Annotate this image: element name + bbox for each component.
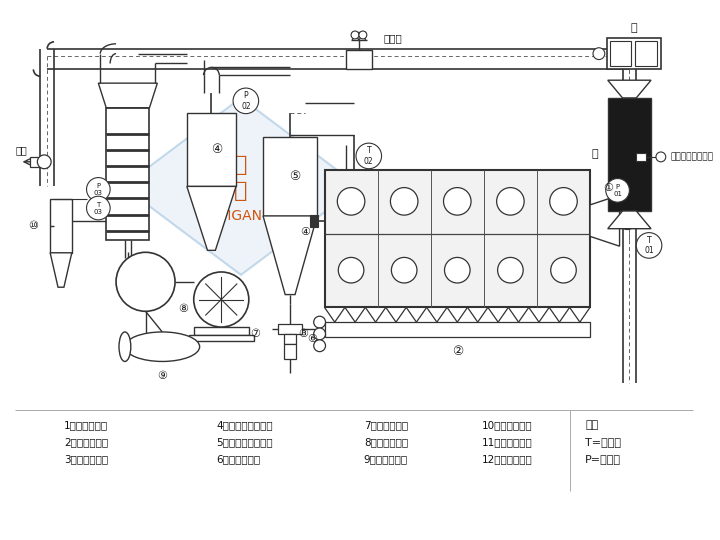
Circle shape xyxy=(314,340,325,352)
Text: P=测压点: P=测压点 xyxy=(585,454,621,464)
Circle shape xyxy=(314,316,325,328)
Ellipse shape xyxy=(125,332,199,361)
Circle shape xyxy=(498,258,523,283)
Text: ⑧: ⑧ xyxy=(178,305,188,314)
Text: 3、密闭出料器: 3、密闭出料器 xyxy=(64,454,108,464)
Bar xyxy=(279,324,302,334)
Text: ②: ② xyxy=(451,345,463,358)
Circle shape xyxy=(593,48,605,59)
Circle shape xyxy=(233,88,258,113)
Text: P
01: P 01 xyxy=(613,184,622,197)
Bar xyxy=(189,335,253,341)
Polygon shape xyxy=(187,186,236,251)
Text: 2、沧腾床主机: 2、沧腾床主机 xyxy=(64,437,108,447)
Circle shape xyxy=(337,187,365,215)
Text: 千: 千 xyxy=(234,181,248,201)
Polygon shape xyxy=(590,195,619,246)
Circle shape xyxy=(314,328,325,340)
Circle shape xyxy=(390,187,418,215)
Ellipse shape xyxy=(119,332,131,361)
Text: T
01: T 01 xyxy=(644,236,654,255)
Bar xyxy=(607,38,661,69)
Text: 4、一级布袋除尘器: 4、一级布袋除尘器 xyxy=(216,420,273,430)
Text: P
02: P 02 xyxy=(241,91,251,111)
Bar xyxy=(263,137,317,216)
Text: ⑤: ⑤ xyxy=(289,170,301,183)
Text: 注：: 注： xyxy=(585,420,598,430)
Text: YIGAN: YIGAN xyxy=(220,209,262,223)
Circle shape xyxy=(551,258,576,283)
Circle shape xyxy=(606,179,629,202)
Text: P
03: P 03 xyxy=(94,183,103,196)
Bar xyxy=(310,215,318,227)
Text: ⑩: ⑩ xyxy=(28,221,38,231)
Text: ④: ④ xyxy=(211,143,222,156)
Text: 氮气阀: 氮气阀 xyxy=(384,33,402,43)
Bar xyxy=(608,98,651,211)
Circle shape xyxy=(444,258,470,283)
Circle shape xyxy=(497,187,524,215)
Circle shape xyxy=(86,178,110,201)
Circle shape xyxy=(338,258,364,283)
Circle shape xyxy=(636,233,662,258)
Polygon shape xyxy=(263,216,317,295)
Bar xyxy=(636,153,646,161)
Bar xyxy=(325,322,590,337)
Text: 9、溶媒回收罐: 9、溶媒回收罐 xyxy=(364,454,408,464)
Text: ⑪: ⑪ xyxy=(631,23,637,33)
Text: 12、密闭加热器: 12、密闭加热器 xyxy=(482,454,533,464)
Bar xyxy=(325,170,590,307)
Polygon shape xyxy=(50,253,72,287)
Circle shape xyxy=(618,212,636,230)
Text: ①: ① xyxy=(603,183,613,193)
Text: www.盛元制燥.com: www.盛元制燥.com xyxy=(377,196,450,206)
Text: 排空: 排空 xyxy=(16,145,27,155)
Text: T=测温点: T=测温点 xyxy=(585,437,621,447)
Text: ®: ® xyxy=(275,140,286,150)
Text: T
02: T 02 xyxy=(364,146,374,166)
Bar xyxy=(284,334,296,344)
Text: 逸: 逸 xyxy=(234,155,248,175)
Polygon shape xyxy=(123,98,359,275)
Text: 1、密闭进料器: 1、密闭进料器 xyxy=(64,420,108,430)
Text: T
03: T 03 xyxy=(94,201,103,214)
Circle shape xyxy=(550,187,577,215)
Bar xyxy=(346,50,372,69)
Polygon shape xyxy=(99,83,158,108)
Text: 6、密闭出料阀: 6、密闭出料阀 xyxy=(216,454,261,464)
Circle shape xyxy=(37,155,51,168)
Text: 8、多级冷凝器: 8、多级冷凝器 xyxy=(364,437,408,447)
Bar xyxy=(50,199,72,253)
Circle shape xyxy=(351,31,359,39)
Polygon shape xyxy=(608,211,651,229)
Circle shape xyxy=(359,31,366,39)
Bar xyxy=(187,113,236,186)
Circle shape xyxy=(356,143,382,168)
Polygon shape xyxy=(608,80,651,98)
Circle shape xyxy=(444,187,471,215)
Text: ③: ③ xyxy=(298,329,308,339)
Text: ⑦: ⑦ xyxy=(251,329,261,339)
Bar xyxy=(30,157,45,167)
Circle shape xyxy=(116,252,175,311)
Text: 5、二级布袋除尘器: 5、二级布袋除尘器 xyxy=(216,437,273,447)
Circle shape xyxy=(656,152,666,162)
Text: ⑫: ⑫ xyxy=(592,150,598,159)
Bar xyxy=(107,108,150,240)
Text: ⑨: ⑨ xyxy=(157,371,167,381)
Text: ⑥: ⑥ xyxy=(307,334,317,344)
Text: 氧浓度在线检测仪: 氧浓度在线检测仪 xyxy=(671,152,714,161)
Bar xyxy=(284,344,296,359)
Bar xyxy=(610,41,631,66)
Text: 7、密闭引风机: 7、密闭引风机 xyxy=(364,420,408,430)
Bar xyxy=(194,327,249,335)
Circle shape xyxy=(392,258,417,283)
Bar xyxy=(635,41,657,66)
Text: 10、二级波冷器: 10、二级波冷器 xyxy=(482,420,533,430)
Text: ④: ④ xyxy=(300,227,310,237)
Circle shape xyxy=(86,196,110,220)
Text: 11、密闭送风机: 11、密闭送风机 xyxy=(482,437,533,447)
Circle shape xyxy=(194,272,249,327)
